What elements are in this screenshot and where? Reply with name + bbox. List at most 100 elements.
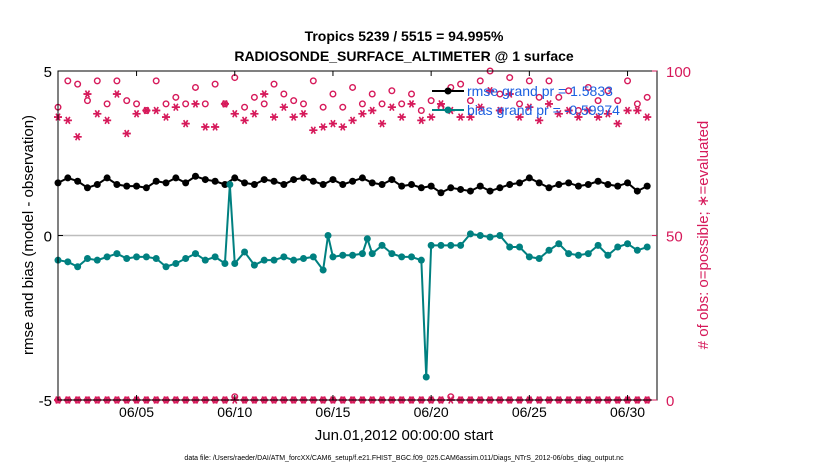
- obs-evaluated-point: [289, 113, 298, 121]
- rmse-point: [113, 181, 121, 189]
- obs-possible-point: [329, 90, 337, 98]
- rmse-point: [506, 181, 514, 189]
- x-tick-label: 06/30: [610, 404, 645, 420]
- obs-evaluated-point: [427, 113, 436, 121]
- obs-possible-point: [201, 100, 209, 108]
- obs-evaluated-point: [103, 116, 112, 125]
- obs-possible-point: [241, 103, 249, 111]
- bias-point: [280, 253, 288, 261]
- obs-evaluated-point: [643, 113, 652, 121]
- rmse-series: [54, 172, 651, 197]
- bias-point: [226, 181, 234, 189]
- bias-point: [368, 250, 376, 258]
- right-y-axis-label: # of obs: o=possible; ∗=evaluated: [695, 121, 712, 350]
- obs-evaluated-point: [456, 113, 465, 121]
- obs-evaluated-point: [181, 119, 190, 128]
- obs-evaluated-point: [368, 106, 377, 115]
- obs-evaluated-point: [63, 116, 72, 125]
- bias-point: [142, 253, 150, 261]
- x-tick-label: 06/25: [512, 404, 547, 420]
- rmse-point: [182, 179, 190, 187]
- bias-point: [476, 232, 484, 239]
- rmse-point: [565, 179, 573, 187]
- bias-point: [162, 263, 170, 271]
- bias-point: [299, 255, 307, 263]
- obs-evaluated-point: [387, 103, 396, 112]
- rmse-point: [231, 174, 239, 182]
- rmse-point: [476, 182, 484, 190]
- bias-point: [447, 241, 455, 249]
- obs-possible-point: [113, 77, 121, 85]
- rmse-point: [74, 177, 82, 185]
- bias-point: [408, 253, 416, 261]
- obs-possible-point: [182, 100, 190, 108]
- rmse-point: [280, 181, 288, 189]
- rmse-point: [152, 177, 160, 185]
- obs-evaluated-point: [171, 103, 180, 112]
- x-axis-label: Jun.01,2012 00:00:00 start: [315, 427, 494, 444]
- bias-point: [270, 256, 278, 264]
- bias-point: [329, 253, 337, 261]
- bias-point: [457, 241, 465, 249]
- rmse-point: [545, 184, 553, 192]
- obs-evaluated-point: [495, 106, 504, 115]
- bias-point: [604, 251, 612, 259]
- obs-evaluated-point: [348, 116, 357, 125]
- rmse-point: [270, 177, 278, 185]
- x-axis: 06/05 06/10 06/15 06/20 06/25 06/30: [119, 71, 645, 420]
- rmse-point: [555, 181, 563, 189]
- rmse-point: [604, 181, 612, 189]
- obs-possible-point: [408, 90, 416, 98]
- obs-possible-point: [574, 106, 582, 114]
- rmse-point: [103, 174, 111, 182]
- obs-possible-point: [103, 100, 111, 108]
- rmse-point: [486, 187, 494, 195]
- obs-possible-point: [525, 77, 533, 85]
- x-tick-label: 06/20: [414, 404, 449, 420]
- obs-possible-point: [457, 80, 465, 88]
- legend-bias-label: bias grand pr = -0.59974: [467, 102, 620, 118]
- obs-possible-point: [584, 83, 592, 91]
- rmse-point: [172, 174, 180, 182]
- obs-possible-point: [358, 100, 366, 108]
- data-file-footer: data file: /Users/raeder/DAI/ATM_forcXX/…: [184, 455, 624, 462]
- rmse-point: [299, 174, 307, 182]
- rmse-point: [624, 179, 632, 187]
- bias-point: [555, 240, 563, 248]
- rmse-point: [290, 176, 298, 184]
- bias-point: [113, 250, 121, 258]
- obs-possible-point: [643, 93, 651, 101]
- obs-evaluated-point: [309, 126, 318, 135]
- bias-point: [211, 253, 219, 261]
- obs-possible-point: [152, 77, 160, 85]
- rmse-point: [388, 176, 396, 184]
- bias-point: [191, 250, 199, 258]
- bias-point: [290, 256, 298, 264]
- obs-possible-point: [496, 90, 504, 98]
- bias-point: [545, 246, 553, 254]
- rmse-point: [349, 177, 357, 185]
- bias-point: [93, 256, 101, 264]
- obs-evaluated-point: [544, 100, 553, 108]
- rmse-point: [535, 179, 543, 187]
- obs-possible-point: [378, 100, 386, 108]
- rmse-point: [525, 174, 533, 182]
- x-tick-label: 06/05: [119, 404, 154, 420]
- rmse-point: [250, 181, 258, 189]
- obs-possible-point: [476, 77, 484, 85]
- obs-evaluated-point: [603, 109, 612, 118]
- rmse-point: [574, 182, 582, 190]
- obs-possible-point: [290, 97, 298, 105]
- obs-evaluated-point: [260, 90, 269, 98]
- obs-evaluated-point: [132, 109, 141, 118]
- obs-evaluated-point: [525, 103, 534, 112]
- obs-evaluated-point: [554, 109, 563, 118]
- bias-point: [398, 253, 406, 261]
- obs-evaluated-point: [191, 100, 200, 108]
- chart-title: Tropics 5239 / 5515 = 94.995%: [305, 28, 504, 44]
- bias-point: [241, 248, 249, 256]
- rmse-point: [457, 185, 465, 193]
- rmse-point: [378, 181, 386, 189]
- bias-point: [437, 241, 445, 249]
- obs-evaluated-point: [417, 116, 426, 125]
